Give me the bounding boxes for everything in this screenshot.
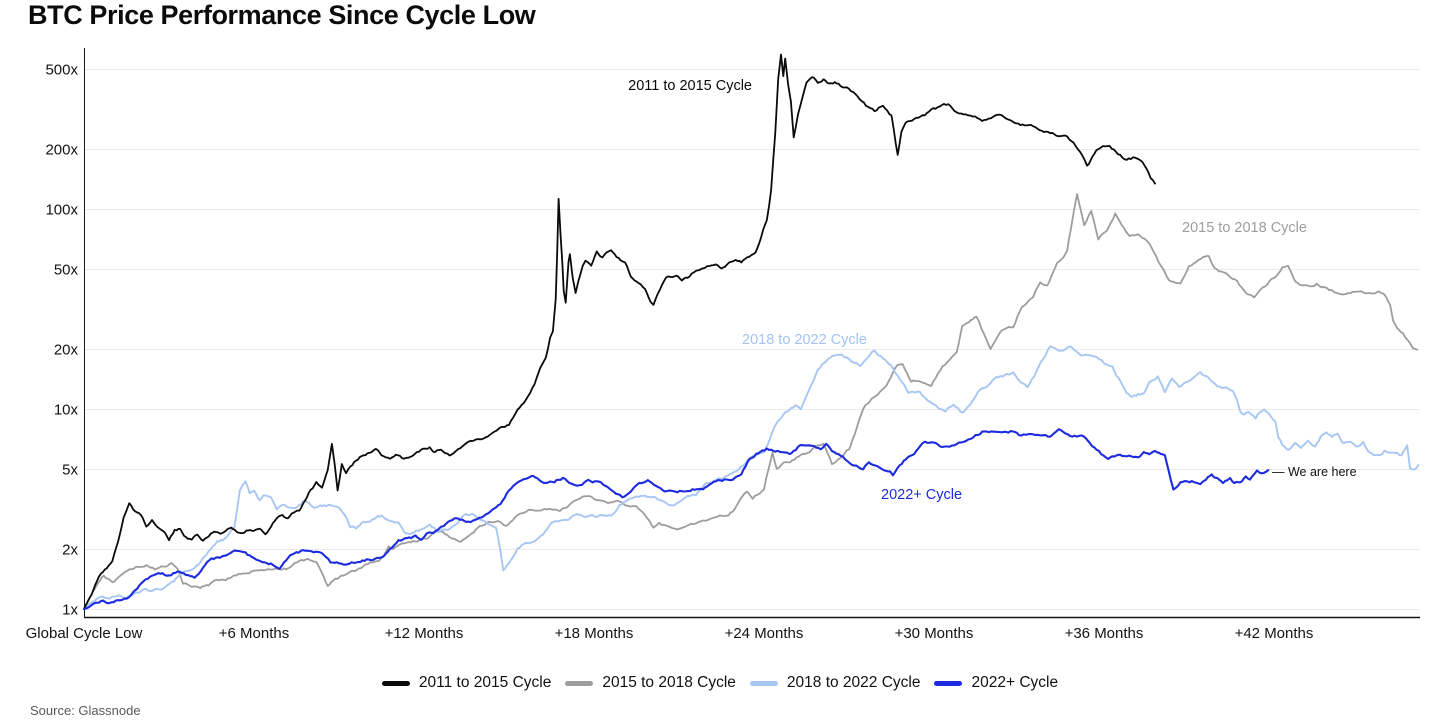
y-tick-label: 500x [45, 61, 78, 78]
series-line-3 [83, 53, 1156, 610]
legend-label: 2018 to 2022 Cycle [786, 674, 921, 691]
x-tick-label: +6 Months [218, 625, 290, 642]
y-tick-label: 200x [45, 141, 78, 158]
series-annotation: 2022+ Cycle [881, 487, 963, 503]
x-tick-label: +30 Months [894, 625, 974, 642]
series-line-2 [83, 345, 1420, 610]
y-tick-label: 1x [62, 601, 78, 618]
series-line-1 [83, 193, 1418, 610]
y-tick-label: 2x [62, 541, 78, 558]
legend-label: 2011 to 2015 Cycle [418, 674, 552, 691]
x-tick-label: +24 Months [724, 625, 804, 642]
legend-item[interactable]: 2018 to 2022 Cycle [749, 674, 921, 692]
source-note: Source: Glassnode [30, 703, 141, 718]
legend-swatch-icon [381, 680, 410, 686]
y-tick-label: 50x [53, 261, 78, 278]
y-tick-label: 100x [45, 201, 78, 218]
x-tick-label: +42 Months [1234, 625, 1314, 642]
series-annotation: 2011 to 2015 Cycle [628, 78, 752, 94]
legend-label: 2015 to 2018 Cycle [602, 674, 736, 691]
legend-item[interactable]: 2022+ Cycle [934, 674, 1058, 692]
y-tick-label: 20x [53, 341, 78, 358]
y-tick-label: 5x [62, 461, 78, 478]
legend-item[interactable]: 2011 to 2015 Cycle [381, 674, 552, 692]
legend-swatch-icon [934, 680, 963, 686]
legend-swatch-icon [565, 680, 594, 686]
x-tick-label: +18 Months [554, 625, 634, 642]
x-tick-label: +36 Months [1064, 625, 1144, 642]
y-tick-label: 10x [53, 401, 78, 418]
series-annotation: 2018 to 2022 Cycle [742, 332, 867, 348]
legend: 2011 to 2015 Cycle 2015 to 2018 Cycle 2018… [0, 674, 1440, 692]
series-annotation: — We are here [1272, 465, 1357, 479]
series-line-4 [82, 428, 1270, 611]
legend-label: 2022+ Cycle [971, 674, 1059, 691]
series-annotation: 2015 to 2018 Cycle [1182, 220, 1307, 236]
x-tick-label: Global Cycle Low [25, 625, 143, 642]
legend-item[interactable]: 2015 to 2018 Cycle [565, 674, 736, 692]
legend-swatch-icon [749, 680, 778, 686]
page-title: BTC Price Performance Since Cycle Low [28, 0, 536, 30]
x-tick-label: +12 Months [384, 625, 464, 642]
